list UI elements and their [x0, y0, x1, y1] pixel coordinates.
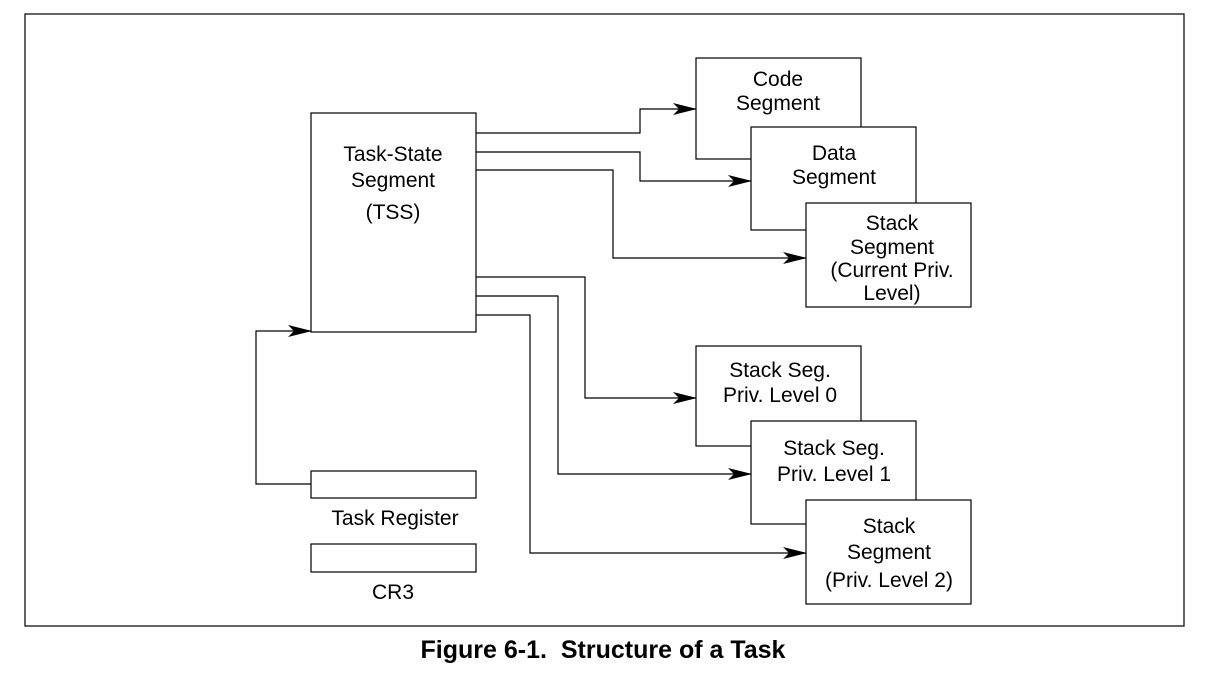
arrow-tss-to-stack-segment-level2 [476, 314, 807, 559]
tss-label-line-2: Segment [351, 169, 435, 192]
arrow-tss-to-stack-segment-current [476, 169, 807, 264]
arrow-tss-to-stack-seg-level0 [476, 276, 697, 404]
caption-spacer [547, 636, 561, 664]
arrow-tss-to-data-segment [476, 151, 752, 187]
tss-label-line-3: (TSS) [366, 201, 421, 224]
arrow-task-register-to-tss [255, 325, 312, 485]
stack-segment-current-label-line-3: (Current Priv. [830, 259, 953, 282]
figure-caption: Figure 6-1. Structure of a Task [0, 636, 1206, 665]
stack-segment-level2-label-line-2: Segment [847, 541, 931, 564]
stack-seg-level0-label-line-2: Priv. Level 0 [723, 384, 837, 407]
cr3-label: CR3 [372, 581, 414, 604]
figure-number: Figure 6-1. [420, 636, 547, 664]
tss-box: Task-State Segment (TSS) [310, 112, 477, 333]
figure-title: Structure of a Task [560, 636, 786, 664]
code-segment-label-line-1: Code [753, 68, 803, 91]
stack-seg-level0-label-line-1: Stack Seg. [729, 359, 831, 382]
data-segment-label-line-1: Data [812, 142, 857, 165]
stack-segment-current-label-line-1: Stack [866, 212, 919, 235]
data-segment-label-line-2: Segment [792, 166, 876, 189]
figure-frame [24, 13, 1185, 627]
stack-segment-current-label-line-4: Level) [863, 282, 920, 305]
code-segment-label-line-2: Segment [736, 92, 820, 115]
stack-segment-level2-label-line-3: (Priv. Level 2) [825, 569, 953, 592]
task-register: Task Register [310, 470, 477, 530]
stack-seg-level1-label-line-2: Priv. Level 1 [777, 463, 891, 486]
cr3-register: CR3 [310, 543, 477, 604]
tss-label-line-1: Task-State [343, 143, 442, 166]
stack-segment-current-box: Stack Segment (Current Priv. Level) [805, 202, 972, 308]
task-register-label: Task Register [331, 507, 458, 530]
stack-segment-level2-label-line-1: Stack [863, 515, 916, 538]
stack-seg-level1-label-line-1: Stack Seg. [783, 437, 885, 460]
arrow-tss-to-code-segment [476, 103, 697, 134]
arrow-tss-to-stack-seg-level1 [476, 295, 752, 480]
stack-segment-current-label-line-2: Segment [850, 236, 934, 259]
stack-segment-level2-box: Stack Segment (Priv. Level 2) [805, 499, 972, 605]
